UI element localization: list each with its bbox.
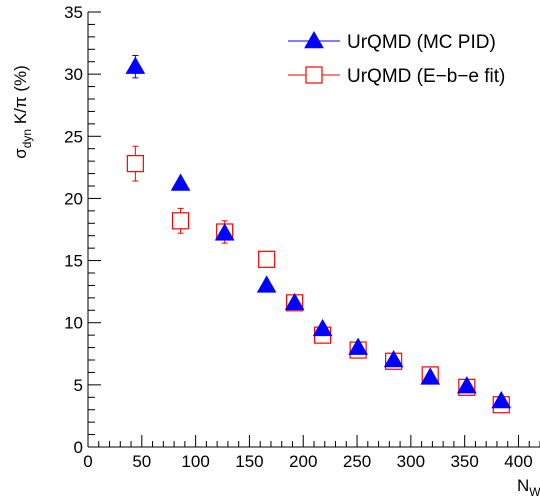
x-tick-label: 0 xyxy=(83,452,92,471)
y-axis-title-rest: K/π (%) xyxy=(11,65,30,129)
data-point xyxy=(383,349,404,368)
data-point xyxy=(171,212,190,230)
x-tick-label: 350 xyxy=(450,452,478,471)
y-axis-title-main: σ xyxy=(11,148,30,159)
data-point xyxy=(284,292,305,311)
x-axis-title: NW xyxy=(517,476,540,499)
data-point xyxy=(491,391,512,409)
data-point xyxy=(312,318,333,337)
axes: 0 50 100 150 200 250 300 350 400 0 5 10 15 20 25 30 35 xyxy=(64,3,540,471)
y-tick-label: 30 xyxy=(64,65,83,84)
data-point xyxy=(420,367,441,385)
series-layer xyxy=(125,55,512,414)
axis-titles: σdyn K/π (%) NW xyxy=(11,65,540,499)
data-point xyxy=(348,337,368,355)
data-point xyxy=(126,155,144,173)
data-point xyxy=(258,250,276,268)
series-mc-pid xyxy=(125,55,512,409)
legend-entry: UrQMD (MC PID) xyxy=(288,30,496,53)
legend-label: UrQMD (E−b−e fit) xyxy=(347,66,505,87)
y-tick-label: 35 xyxy=(64,3,83,22)
data-point xyxy=(256,275,277,293)
data-point xyxy=(125,56,146,74)
y-tick-label: 10 xyxy=(64,314,83,333)
x-tick-label: 200 xyxy=(289,452,317,471)
x-tick-label: 400 xyxy=(504,452,532,471)
x-axis-title-main: N xyxy=(517,476,529,495)
y-tick-label: 25 xyxy=(64,127,83,146)
x-tick-label: 100 xyxy=(181,452,209,471)
x-tick-label: 50 xyxy=(132,452,151,471)
y-tick-label: 0 xyxy=(74,438,83,457)
legend-marker xyxy=(304,30,324,49)
x-axis-title-sub: W xyxy=(529,485,540,499)
legend-marker xyxy=(305,66,323,84)
y-tick-label: 15 xyxy=(64,252,83,271)
x-tick-label: 150 xyxy=(235,452,263,471)
y-axis-title: σdyn K/π (%) xyxy=(11,65,34,159)
data-point xyxy=(170,173,191,191)
legend: UrQMD (MC PID) UrQMD (E−b−e fit) xyxy=(288,30,505,87)
y-axis-title-sub: dyn xyxy=(20,129,34,148)
data-point xyxy=(214,223,235,241)
data-point xyxy=(456,376,477,394)
x-tick-label: 250 xyxy=(343,452,371,471)
y-tick-label: 5 xyxy=(74,376,83,395)
legend-label: UrQMD (MC PID) xyxy=(347,32,496,53)
x-tick-label: 300 xyxy=(397,452,425,471)
legend-entry: UrQMD (E−b−e fit) xyxy=(288,66,505,87)
y-tick-label: 20 xyxy=(64,189,83,208)
